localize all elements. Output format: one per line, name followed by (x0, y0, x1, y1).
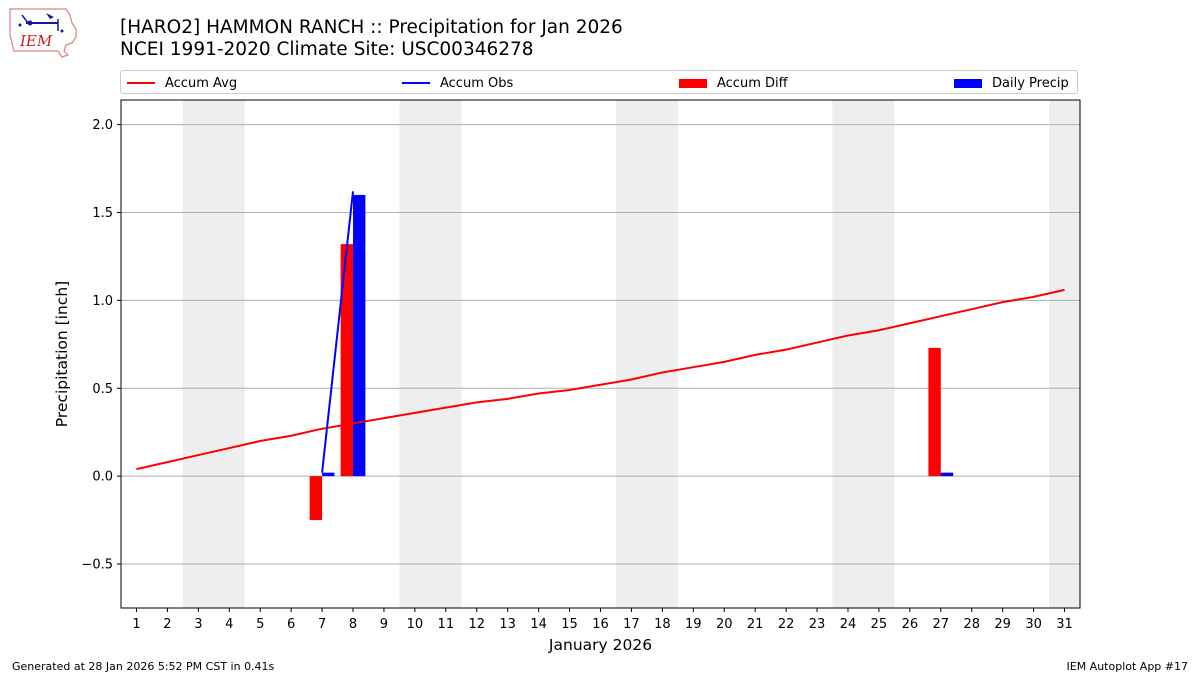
y-axis-label: Precipitation [inch] (53, 281, 71, 427)
x-tick-label: 15 (561, 617, 578, 632)
x-tick-label: 9 (380, 617, 388, 632)
y-tick-label: 2.0 (92, 118, 113, 133)
x-tick-label: 4 (225, 617, 233, 632)
footer-app: IEM Autoplot App #17 (1066, 660, 1189, 673)
weekend-band-17 (615, 100, 647, 608)
x-tick-label: 25 (871, 617, 888, 632)
daily-precip-bar (322, 472, 335, 477)
weekend-shading (182, 100, 1080, 608)
x-tick-label: 13 (499, 617, 516, 632)
legend-swatch-daily (954, 78, 982, 88)
daily-precip-bar (353, 194, 366, 477)
x-tick-label: 14 (530, 617, 547, 632)
x-axis-label: January 2026 (548, 636, 652, 654)
accum-obs-line (321, 191, 355, 473)
accum-avg-line (136, 288, 1065, 471)
chart-title: [HARO2] HAMMON RANCH :: Precipitation fo… (120, 17, 623, 38)
y-tick-label: −0.5 (81, 558, 113, 573)
x-tick-label: 27 (933, 617, 950, 632)
legend-label-daily: Daily Precip (992, 75, 1069, 91)
accum-diff-bar (309, 476, 323, 521)
footer-generated: Generated at 28 Jan 2026 5:52 PM CST in … (12, 660, 275, 673)
y-tick-label: 1.5 (92, 206, 113, 221)
legend: Accum Avg Accum Obs Accum Diff Daily Pre… (120, 70, 1078, 94)
bars (309, 194, 954, 521)
iem-logo: IEM (9, 8, 77, 58)
x-tick-label: 20 (716, 617, 733, 632)
weekend-band-4 (213, 100, 245, 608)
accum-diff-bar (928, 347, 941, 477)
x-tick-label: 22 (778, 617, 795, 632)
x-tick-label: 8 (349, 617, 357, 632)
x-tick-label: 26 (902, 617, 919, 632)
x-tick-label: 6 (287, 617, 295, 632)
y-tick-label: 0.0 (92, 470, 113, 485)
legend-item-daily-precip: Daily Precip (954, 74, 1069, 92)
weekend-band-18 (646, 100, 678, 608)
accum-diff-bar (340, 244, 354, 477)
weekend-band-3 (182, 100, 214, 608)
x-tick-label: 12 (468, 617, 485, 632)
x-tick-label: 28 (963, 617, 980, 632)
x-tick-label: 21 (747, 617, 764, 632)
gridlines (121, 124, 1080, 565)
axis-ticks: −0.50.00.51.01.52.01 2 3 4 5 6 7 8 9 10 11 12 13 14 15… (81, 118, 1072, 632)
weekend-band-11 (430, 100, 462, 608)
legend-label-diff: Accum Diff (717, 75, 788, 91)
legend-label-obs: Accum Obs (440, 75, 514, 91)
x-tick-label: 3 (194, 617, 202, 632)
chart-subtitle: NCEI 1991-2020 Climate Site: USC00346278 (120, 39, 534, 60)
x-tick-label: 10 (407, 617, 424, 632)
logo-text: IEM (19, 32, 53, 50)
x-tick-label: 16 (592, 617, 609, 632)
x-tick-label: 7 (318, 617, 326, 632)
legend-swatch-avg (127, 82, 155, 84)
legend-label-avg: Accum Avg (165, 75, 238, 91)
x-tick-label: 17 (623, 617, 640, 632)
x-tick-label: 29 (994, 617, 1011, 632)
x-tick-label: 18 (654, 617, 671, 632)
legend-item-accum-obs: Accum Obs (402, 74, 513, 92)
lines (136, 191, 1065, 473)
y-tick-label: 0.5 (92, 382, 113, 397)
x-tick-label: 23 (809, 617, 826, 632)
x-tick-label: 30 (1025, 617, 1042, 632)
weekend-band-31 (1049, 100, 1080, 608)
x-tick-label: 2 (163, 617, 171, 632)
weekend-band-10 (399, 100, 431, 608)
x-tick-label: 5 (256, 617, 264, 632)
legend-swatch-obs (402, 82, 430, 84)
x-tick-label: 19 (685, 617, 702, 632)
weekend-band-25 (863, 100, 895, 608)
y-tick-label: 1.0 (92, 294, 113, 309)
x-tick-label: 31 (1056, 617, 1073, 632)
legend-item-accum-avg: Accum Avg (127, 74, 237, 92)
daily-precip-bar (940, 472, 954, 477)
x-tick-label: 1 (132, 617, 140, 632)
weekend-band-24 (832, 100, 864, 608)
legend-swatch-diff (679, 78, 707, 88)
x-tick-label: 11 (438, 617, 455, 632)
legend-item-accum-diff: Accum Diff (679, 74, 788, 92)
x-tick-label: 24 (840, 617, 857, 632)
